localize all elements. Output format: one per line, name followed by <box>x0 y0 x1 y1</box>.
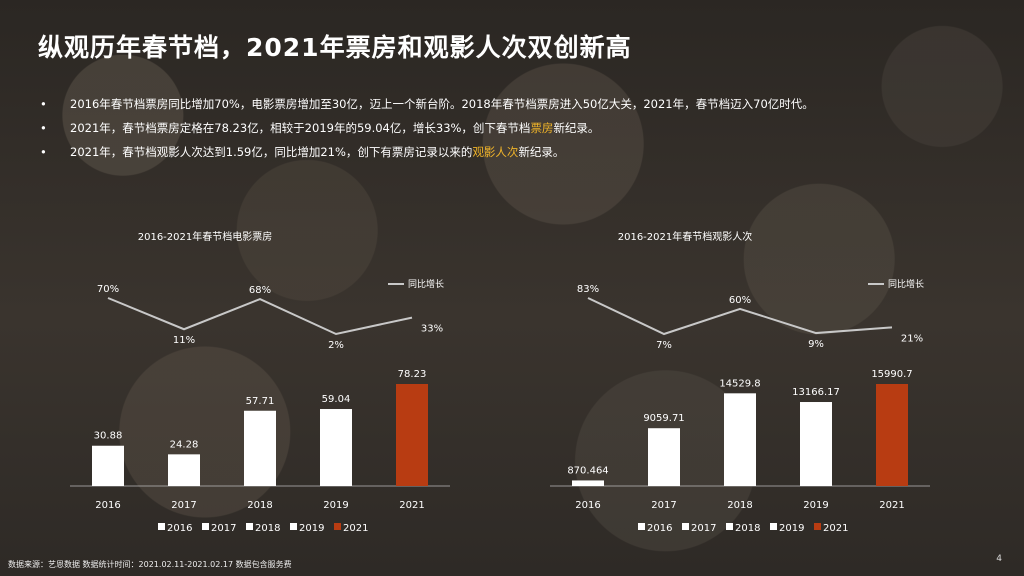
legend-label: 2017 <box>691 523 716 534</box>
box-office-chart: 2016-2021年春节档电影票房 30.88 2016 24.28 2017 57.71… <box>70 230 450 534</box>
bullet-item: 2016年春节档票房同比增加70%，电影票房增加至30亿，迈上一个新台阶。201… <box>38 92 1018 116</box>
x-tick-label: 2017 <box>651 500 676 511</box>
growth-label: 7% <box>656 340 672 351</box>
x-tick-label: 2019 <box>323 500 348 511</box>
x-tick-label: 2018 <box>727 500 752 511</box>
page-title: 纵观历年春节档，2021年票房和观影人次双创新高 <box>38 33 632 62</box>
data-label: 57.71 <box>246 396 275 407</box>
chart-title: 2016-2021年春节档电影票房 <box>138 230 273 243</box>
bar <box>396 384 428 486</box>
legend-swatch <box>246 523 253 530</box>
x-tick-label: 2018 <box>247 500 272 511</box>
bar <box>800 402 832 486</box>
page-number: 4 <box>996 554 1002 564</box>
growth-line <box>107 297 413 336</box>
growth-label: 11% <box>173 335 195 346</box>
data-label: 870.464 <box>567 465 608 476</box>
growth-label: 21% <box>901 333 923 344</box>
bar <box>724 393 756 486</box>
legend-swatch <box>814 523 821 530</box>
growth-label: 9% <box>808 339 824 350</box>
bar <box>648 428 680 486</box>
line-legend-label: 同比增长 <box>408 278 444 290</box>
legend-swatch <box>770 523 777 530</box>
legend-label: 2017 <box>211 523 236 534</box>
x-tick-label: 2016 <box>575 500 600 511</box>
growth-label: 60% <box>729 295 751 306</box>
growth-label: 68% <box>249 285 271 296</box>
growth-label: 70% <box>97 284 119 295</box>
bullet-list: 2016年春节档票房同比增加70%，电影票房增加至30亿，迈上一个新台阶。201… <box>38 92 1018 164</box>
growth-label: 33% <box>421 324 443 335</box>
footer-source: 数据来源：艺恩数据 数据统计时间：2021.02.11-2021.02.17 数… <box>8 560 292 569</box>
growth-line <box>587 297 893 336</box>
bar <box>572 480 604 486</box>
highlight-text: 观影人次 <box>472 145 519 159</box>
legend-swatch <box>290 523 297 530</box>
legend-label: 2021 <box>823 523 848 534</box>
bar <box>168 454 200 486</box>
bar <box>244 410 276 486</box>
data-label: 13166.17 <box>792 387 840 398</box>
x-tick-label: 2021 <box>879 500 904 511</box>
legend-swatch <box>726 523 733 530</box>
x-tick-label: 2016 <box>95 500 120 511</box>
data-label: 24.28 <box>170 439 199 450</box>
legend-label: 2019 <box>779 523 804 534</box>
legend-swatch <box>682 523 689 530</box>
legend-swatch <box>334 523 341 530</box>
legend-label: 2018 <box>255 523 280 534</box>
x-tick-label: 2017 <box>171 500 196 511</box>
x-tick-label: 2021 <box>399 500 424 511</box>
bar <box>92 445 124 486</box>
legend-label: 2021 <box>343 523 368 534</box>
x-tick-label: 2019 <box>803 500 828 511</box>
data-label: 78.23 <box>398 369 427 380</box>
data-label: 14529.8 <box>719 378 760 389</box>
growth-label: 83% <box>577 284 599 295</box>
legend-label: 2016 <box>167 523 192 534</box>
bar <box>876 384 908 486</box>
legend-swatch <box>158 523 165 530</box>
data-label: 59.04 <box>322 394 351 405</box>
bullet-item: 2021年，春节档票房定格在78.23亿，相较于2019年的59.04亿，增长3… <box>38 116 1018 140</box>
chart-title: 2016-2021年春节档观影人次 <box>618 230 753 243</box>
data-label: 15990.7 <box>871 369 912 380</box>
legend-label: 2019 <box>299 523 324 534</box>
bullet-item: 2021年，春节档观影人次达到1.59亿，同比增加21%，创下有票房记录以来的观… <box>38 140 1018 164</box>
audience-chart: 2016-2021年春节档观影人次 870.464 2016 9059.71 2017 1… <box>550 230 930 534</box>
data-label: 9059.71 <box>643 413 684 424</box>
legend-label: 2018 <box>735 523 760 534</box>
line-legend-label: 同比增长 <box>888 278 924 290</box>
legend-swatch <box>202 523 209 530</box>
growth-label: 2% <box>328 340 344 351</box>
legend-label: 2016 <box>647 523 672 534</box>
data-label: 30.88 <box>94 431 123 442</box>
bar <box>320 409 352 486</box>
legend-swatch <box>638 523 645 530</box>
highlight-text: 票房 <box>530 121 554 135</box>
